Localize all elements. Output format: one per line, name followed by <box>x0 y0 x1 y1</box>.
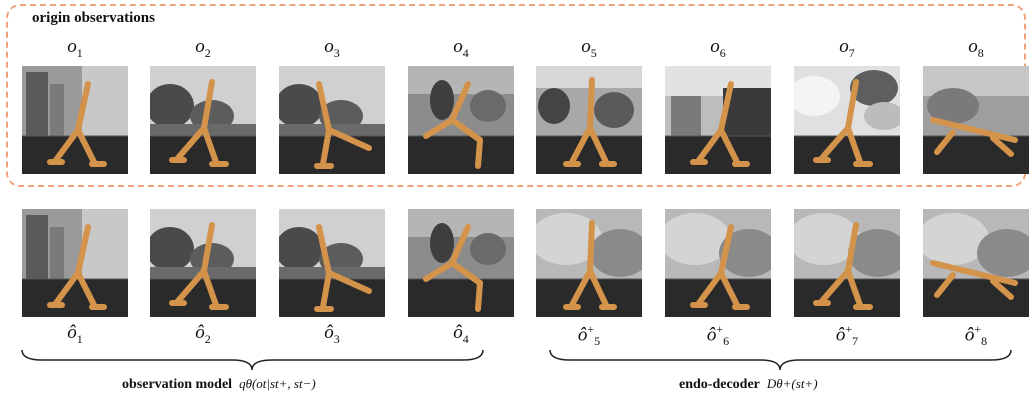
reconstructed-frame-5 <box>536 209 642 317</box>
label-sub: 3 <box>333 331 340 346</box>
reconstructed-label-3: ô3 <box>297 322 367 347</box>
endo-decoder-caption: endo-decoder Dθ+(st+) <box>679 376 818 393</box>
origin-label-4: o4 <box>426 36 496 61</box>
label-sub: 3 <box>333 45 340 60</box>
reconstructed-label-1: ô1 <box>40 322 110 347</box>
label-sup: + <box>716 322 724 336</box>
label-base: o <box>839 36 849 57</box>
label-base: ô <box>706 324 717 346</box>
origin-label-8: o8 <box>941 36 1011 61</box>
reconstructed-frame-2 <box>150 209 256 317</box>
label-base: ô <box>324 322 334 343</box>
reconstructed-frame-7 <box>794 209 900 317</box>
label-sub: 6 <box>723 334 730 349</box>
reconstructed-label-2: ô2 <box>168 322 238 347</box>
label-sup: + <box>587 322 595 336</box>
origin-label-5: o5 <box>554 36 624 61</box>
label-base: o <box>710 36 720 57</box>
origin-frame-1 <box>22 66 128 174</box>
label-base: o <box>453 36 463 57</box>
origin-frame-5 <box>536 66 642 174</box>
label-base: o <box>67 36 77 57</box>
label-sub: 7 <box>848 45 855 60</box>
reconstructed-label-7: ô+7 <box>812 322 882 349</box>
observation-model-formula: qθ(ot|st+, st−) <box>239 376 316 391</box>
reconstructed-frame-6 <box>665 209 771 317</box>
label-sub: 6 <box>719 45 726 60</box>
origin-label-2: o2 <box>168 36 238 61</box>
label-sub: 7 <box>852 334 859 349</box>
label-base: ô <box>67 322 77 343</box>
origin-frame-3 <box>279 66 385 174</box>
reconstructed-frame-1 <box>22 209 128 317</box>
label-base: ô <box>964 324 975 346</box>
label-sub: 5 <box>594 334 601 349</box>
label-sub: 5 <box>590 45 597 60</box>
origin-frame-4 <box>408 66 514 174</box>
label-sup: + <box>845 322 853 336</box>
label-sub: 4 <box>462 45 469 60</box>
label-base: o <box>195 36 205 57</box>
label-sub: 8 <box>977 45 984 60</box>
endo-decoder-label: endo-decoder <box>679 377 760 392</box>
origin-frame-6 <box>665 66 771 174</box>
section-title: origin observations <box>32 10 155 26</box>
label-base: o <box>968 36 978 57</box>
origin-label-3: o3 <box>297 36 367 61</box>
label-base: o <box>581 36 591 57</box>
label-sub: 8 <box>981 334 988 349</box>
reconstructed-frame-3 <box>279 209 385 317</box>
observation-model-caption: observation model qθ(ot|st+, st−) <box>122 376 316 393</box>
label-base: ô <box>835 324 846 346</box>
origin-label-6: o6 <box>683 36 753 61</box>
left-brace <box>21 349 484 371</box>
reconstructed-label-8: ô+8 <box>941 322 1011 349</box>
label-base: o <box>324 36 334 57</box>
origin-frame-8 <box>923 66 1029 174</box>
label-base: ô <box>453 322 463 343</box>
origin-label-1: o1 <box>40 36 110 61</box>
reconstructed-frame-8 <box>923 209 1029 317</box>
label-sub: 2 <box>204 331 211 346</box>
origin-label-7: o7 <box>812 36 882 61</box>
endo-decoder-formula: Dθ+(st+) <box>766 376 818 391</box>
label-sub: 1 <box>76 331 83 346</box>
label-base: ô <box>577 324 588 346</box>
right-brace <box>549 349 1012 371</box>
origin-frame-2 <box>150 66 256 174</box>
reconstructed-label-4: ô4 <box>426 322 496 347</box>
label-sub: 2 <box>204 45 211 60</box>
reconstructed-label-6: ô+6 <box>683 322 753 349</box>
label-sub: 4 <box>462 331 469 346</box>
origin-frame-7 <box>794 66 900 174</box>
observation-model-label: observation model <box>122 377 233 392</box>
label-sup: + <box>974 322 982 336</box>
label-base: ô <box>195 322 205 343</box>
label-sub: 1 <box>76 45 83 60</box>
reconstructed-frame-4 <box>408 209 514 317</box>
reconstructed-label-5: ô+5 <box>554 322 624 349</box>
